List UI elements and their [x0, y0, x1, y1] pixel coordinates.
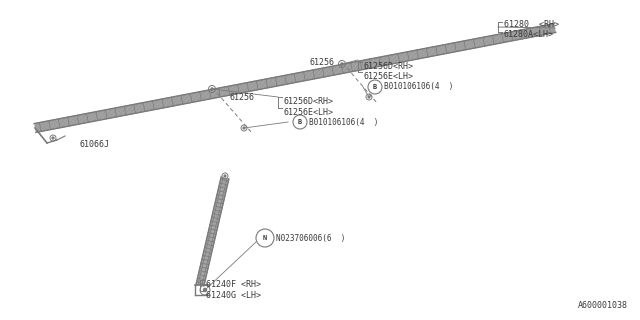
Text: A600001038: A600001038 — [578, 301, 628, 310]
Text: 61240G <LH>: 61240G <LH> — [206, 291, 261, 300]
Text: B: B — [373, 84, 377, 90]
Circle shape — [368, 96, 370, 98]
Text: 61256D<RH>: 61256D<RH> — [364, 62, 414, 71]
Circle shape — [243, 127, 245, 129]
Text: B010106106(4  ): B010106106(4 ) — [309, 117, 378, 126]
Circle shape — [211, 88, 213, 90]
Circle shape — [341, 63, 343, 65]
Text: 61280A<LH>: 61280A<LH> — [504, 30, 554, 39]
Text: 61256E<LH>: 61256E<LH> — [364, 72, 414, 81]
Circle shape — [224, 175, 226, 177]
Text: B: B — [298, 119, 302, 125]
Text: N: N — [263, 235, 267, 241]
Text: 61240F <RH>: 61240F <RH> — [206, 280, 261, 289]
Text: N023706006(6  ): N023706006(6 ) — [276, 234, 346, 243]
Text: 61256E<LH>: 61256E<LH> — [284, 108, 334, 117]
Text: 61256: 61256 — [230, 93, 255, 102]
Circle shape — [52, 137, 54, 139]
Text: B010106106(4  ): B010106106(4 ) — [384, 83, 453, 92]
Text: 61066J: 61066J — [80, 140, 110, 149]
Text: 61256D<RH>: 61256D<RH> — [284, 97, 334, 106]
Circle shape — [204, 289, 207, 292]
Text: 61280  <RH>: 61280 <RH> — [504, 20, 559, 29]
Text: 61256: 61256 — [310, 58, 335, 67]
